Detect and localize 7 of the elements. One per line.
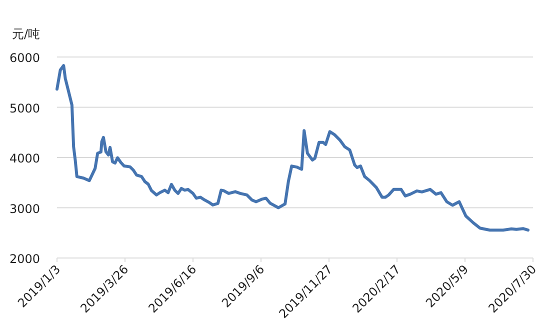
y-tick-label: 6000 xyxy=(9,51,40,65)
y-tick-label: 4000 xyxy=(9,152,40,166)
y-axis-title: 元/吨 xyxy=(12,27,40,41)
y-tick-label: 5000 xyxy=(9,101,40,116)
y-tick-label: 2000 xyxy=(9,252,40,266)
y-tick-label: 3000 xyxy=(9,202,40,216)
line-series xyxy=(56,64,530,232)
